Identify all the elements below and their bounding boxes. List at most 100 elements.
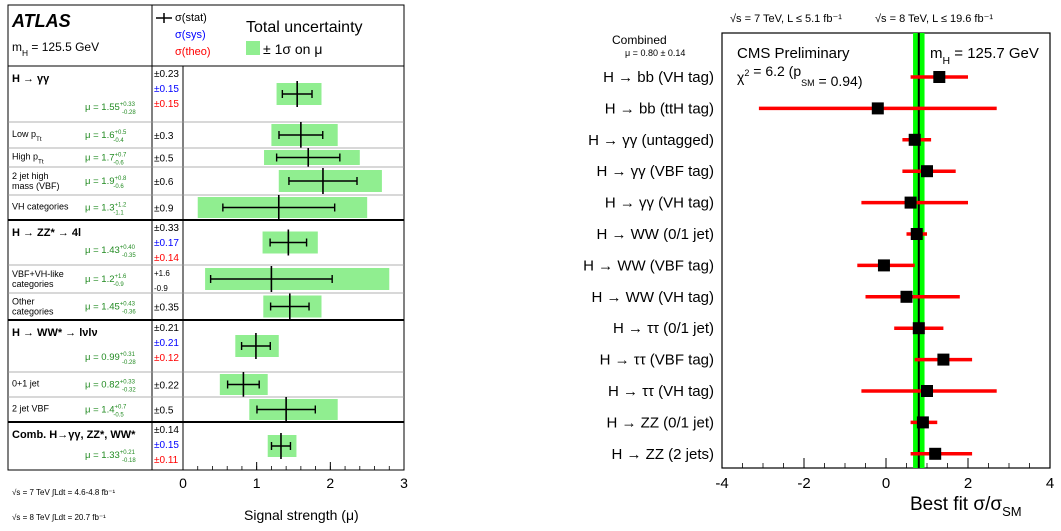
cms-marker [900,290,913,303]
atlas-footnote-7tev: √s = 7 TeV ∫Ldt = 4.6-4.8 fb⁻¹ [12,488,115,497]
atlas-row-label: H → ZZ* → 4l [12,227,81,239]
cms-x-label: Best fit σ/σSM [910,494,1022,519]
atlas-uncertainty: ±0.21 [154,323,179,334]
cms-row-label: H → ZZ (0/1 jet) [606,414,714,431]
atlas-panel: ATLAS mH = 125.5 GeV σ(stat) σ(sys) σ(theo) T… [7,4,408,523]
cms-marker [937,353,950,366]
atlas-mu-value: μ = 1.45+0.43 -0.36 [85,302,136,316]
atlas-mu-value: μ = 1.55+0.33 -0.28 [85,102,136,116]
atlas-row: 0+1 jet μ = 0.82+0.33 -0.32 ±0.22 [8,371,404,397]
atlas-mass-label: mH = 125.5 GeV [12,40,99,58]
atlas-uncertainty: ±0.3 [154,131,174,142]
atlas-row-label: VH categories [12,202,69,212]
atlas-row-label: High pTt [12,152,44,166]
legend-sys: σ(sys) [175,29,206,41]
atlas-frame [7,4,405,471]
cms-header-7tev: √s = 7 TeV, L ≤ 5.1 fb⁻¹ [730,13,842,25]
atlas-mu-value: μ = 0.99+0.31 -0.28 [85,352,136,366]
cms-row: H → bb (VH tag) [603,69,968,86]
cms-row: H → ττ (0/1 jet) [613,320,944,337]
cms-row-label: H → WW (0/1 jet) [596,226,714,243]
atlas-mu-value: μ = 0.82+0.33 -0.32 [85,380,136,394]
atlas-row: 2 jet high mass (VBF) μ = 1.9+0.8 -0.6 ±0.6 [8,166,404,194]
atlas-logo: ATLAS [11,11,71,31]
atlas-uncertainty: ±0.6 [154,177,174,188]
atlas-row: H → WW* → lνlν μ = 0.99+0.31 -0.28 ±0.21 ±0.… [12,323,279,366]
cms-row: H → γγ (untagged) [588,132,932,149]
atlas-row: High pTt μ = 1.7+0.7 -0.6 ±0.5 [8,147,404,167]
legend-stat: σ(stat) [175,12,207,24]
atlas-row-label: 2 jet VBF [12,404,50,414]
atlas-uncertainty: ±0.5 [154,406,174,417]
atlas-row: Low pTt μ = 1.6+0.5 -0.4 ±0.3 [8,121,404,148]
atlas-uncertainty: ±0.15 [154,84,179,95]
atlas-row-label: 0+1 jet [12,379,40,389]
cms-row-label: H → bb (VH tag) [603,69,714,86]
cms-header-8tev: √s = 8 TeV, L ≤ 19.6 fb⁻¹ [875,13,993,25]
atlas-row-label: 2 jet high mass (VBF) [12,171,60,191]
cms-marker [929,447,942,460]
atlas-mu-value: μ = 1.43+0.40 -0.35 [85,245,136,259]
atlas-row-label: Other categories [12,297,54,317]
cms-marker [871,102,884,115]
atlas-uncertainty: ±0.12 [154,353,179,364]
atlas-footnote-8tev: √s = 8 TeV ∫Ldt = 20.7 fb⁻¹ [12,513,106,522]
atlas-x-label: Signal strength (μ) [244,507,359,523]
atlas-row-label: Comb. H→γγ, ZZ*, WW* [12,429,136,441]
cms-row: H → ZZ (0/1 jet) [606,414,938,431]
atlas-row: H → γγ μ = 1.55+0.33 -0.28 ±0.23 ±0.15 ±0.15 [12,69,322,116]
atlas-uncertainty: ±0.5 [154,154,174,165]
atlas-uncertainty: ±0.23 [154,69,179,80]
cms-frame [721,32,1051,469]
atlas-uncertainty: ±0.22 [154,381,179,392]
legend-theo: σ(theo) [175,46,211,58]
atlas-row-label: VBF+VH-like categories [12,269,64,289]
cms-row-label: H → γγ (VBF tag) [596,163,714,180]
atlas-row-label: Low pTt [12,129,42,143]
cms-row: H → WW (VH tag) [592,289,960,306]
atlas-row: Other categories μ = 1.45+0.43 -0.36 ±0.35 [8,292,404,320]
atlas-uncertainty: ±0.17 [154,238,179,249]
cms-row: H → γγ (VH tag) [605,195,968,212]
atlas-row: Comb. H→γγ, ZZ*, WW* μ = 1.33+0.21 -0.18 ±0… [12,425,297,466]
atlas-uncertainty: ±0.21 [154,338,179,349]
cms-mass-label: mH = 125.7 GeV [930,45,1039,67]
cms-panel: √s = 7 TeV, L ≤ 5.1 fb⁻¹ √s = 8 TeV, L ≤ … [583,13,1054,519]
atlas-uncertainty: ±0.15 [154,99,179,110]
cms-row: H → WW (VBF tag) [583,257,915,274]
cms-x-axis: -4 -2 0 2 4 Best fit σ/σSM [715,458,1054,519]
atlas-row: H → ZZ* → 4l μ = 1.43+0.40 -0.35 ±0.33 ±0.17… [12,223,318,264]
atlas-x-tick-label: 0 [179,475,187,491]
cms-x-tick-label: -4 [715,475,728,492]
cms-marker [921,385,933,397]
cms-row-label: H → ττ (0/1 jet) [613,320,714,337]
atlas-uncertainty: +1.6 [154,269,170,278]
cms-combined-value: μ = 0.80 ± 0.14 [625,48,685,58]
atlas-mu-value: μ = 1.4+0.7 -0.5 [85,405,127,419]
cms-marker [912,322,925,335]
cms-row: H → γγ (VBF tag) [596,163,956,180]
cms-row-label: H → γγ (VH tag) [605,195,714,212]
cms-x-tick-label: -2 [797,475,810,492]
cms-row-label: H → bb (ttH tag) [605,100,714,117]
atlas-x-tick-label: 1 [253,475,261,491]
atlas-uncertainty: -0.9 [154,284,168,293]
cms-row: H → ZZ (2 jets) [611,446,973,463]
atlas-mu-value: μ = 1.33+0.21 -0.18 [85,450,136,464]
atlas-x-tick-label: 2 [326,475,334,491]
cms-row-label: H → WW (VH tag) [592,289,715,306]
cms-row: H → bb (ttH tag) [605,100,997,117]
atlas-mu-value: μ = 1.7+0.7 -0.6 [85,153,127,167]
cms-combined-label: Combined [612,33,667,47]
atlas-mu-value: μ = 1.9+0.8 -0.6 [85,176,127,190]
cms-row-label: H → γγ (untagged) [588,132,714,149]
atlas-row-label: H → γγ [12,73,50,85]
cms-row-label: H → ττ (VH tag) [608,383,714,400]
atlas-uncertainty: ±0.14 [154,253,179,264]
legend-band-swatch [246,41,260,55]
atlas-uncertainty: ±0.11 [154,455,179,466]
atlas-x-tick-label: 3 [400,475,408,491]
atlas-row: 2 jet VBF μ = 1.4+0.7 -0.5 ±0.5 [8,396,404,422]
atlas-uncertainty: ±0.9 [154,204,174,215]
